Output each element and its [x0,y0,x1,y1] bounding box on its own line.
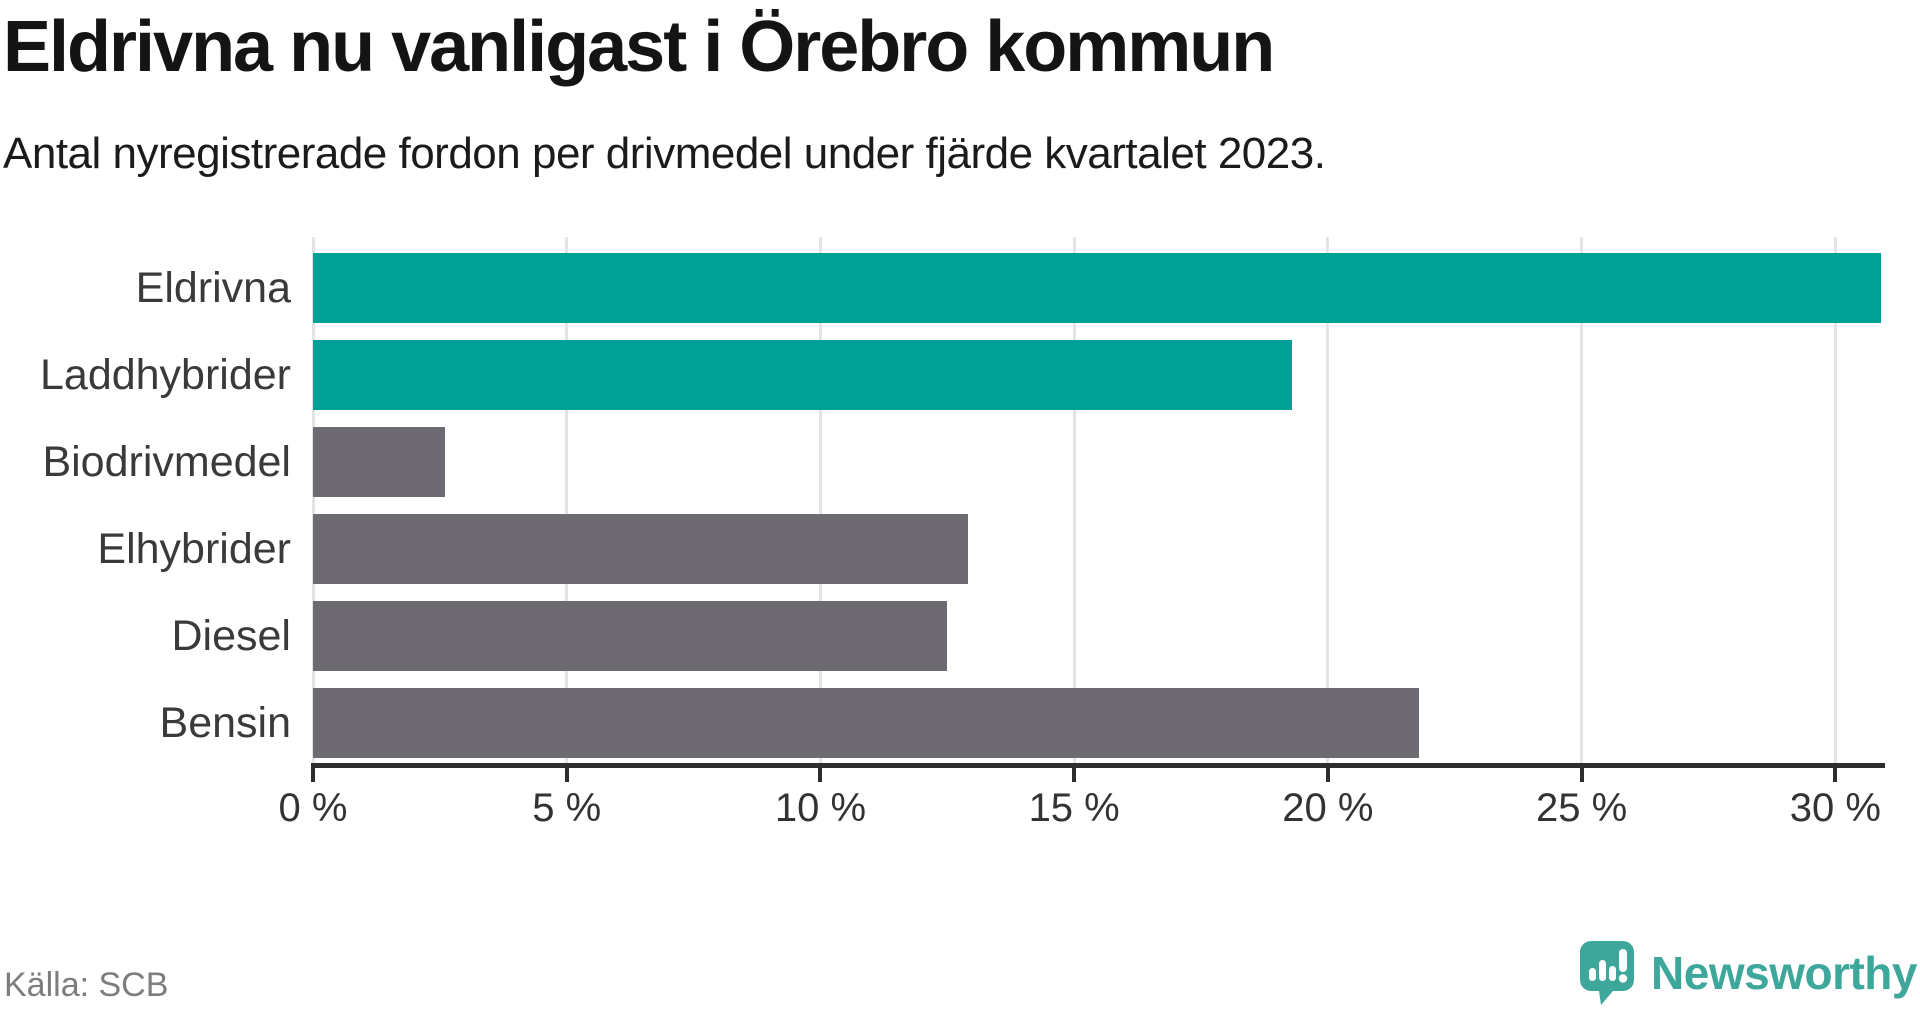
x-axis-tick-label: 5 % [532,786,602,830]
category-label-bensin: Bensin [159,698,291,747]
x-axis-tick [564,763,569,782]
bar-laddhybrider [313,340,1293,410]
x-axis-tick-label: 30 % [1789,786,1881,830]
bar-biodrivmedel [313,427,445,497]
bar-bensin [313,688,1420,758]
bar-chart: Eldrivna Laddhybrider Biodrivmedel Elhybrid… [0,237,1920,877]
x-axis-tick-label: 20 % [1282,786,1374,830]
gridline [1580,237,1584,763]
x-axis-tick [1833,763,1838,782]
bar-eldrivna [313,253,1881,323]
x-axis-tick [311,763,315,782]
plot-area: 0 % 5 % 10 % 15 % 20 % 25 % 30 % [279,237,1885,877]
category-label-laddhybrider: Laddhybrider [39,350,291,399]
category-label-biodrivmedel: Biodrivmedel [42,437,291,486]
page-title: Eldrivna nu vanligast i Örebro kommun [3,7,1275,87]
x-axis-tick [1579,763,1584,782]
category-label-diesel: Diesel [171,611,292,660]
newsworthy-logo-icon [1580,941,1635,1005]
gridline [1833,237,1837,763]
x-axis-line [313,763,1885,768]
gridline [1072,237,1076,763]
bar-diesel [313,601,948,671]
newsworthy-wordmark: Newsworthy [1651,947,1917,999]
x-axis-tick-label: 15 % [1028,786,1120,830]
category-label-eldrivna: Eldrivna [135,263,291,312]
x-axis-tick [1072,763,1077,782]
x-axis-tick [1325,763,1330,782]
newsworthy-logo: Newsworthy [1579,938,1917,1008]
gridline [818,237,822,763]
category-label-elhybrider: Elhybrider [97,524,291,573]
x-axis-tick-label: 25 % [1536,786,1628,830]
x-axis-tick-label: 10 % [774,786,867,830]
gridline [311,237,315,763]
source-note: Källa: SCB [4,966,169,1004]
gridline [565,237,569,763]
page-subtitle: Antal nyregistrerade fordon per drivmede… [3,129,1326,178]
x-axis-tick-label: 0 % [278,786,348,830]
gridline [1326,237,1330,763]
x-axis-tick [818,763,823,782]
bar-elhybrider [313,514,968,584]
